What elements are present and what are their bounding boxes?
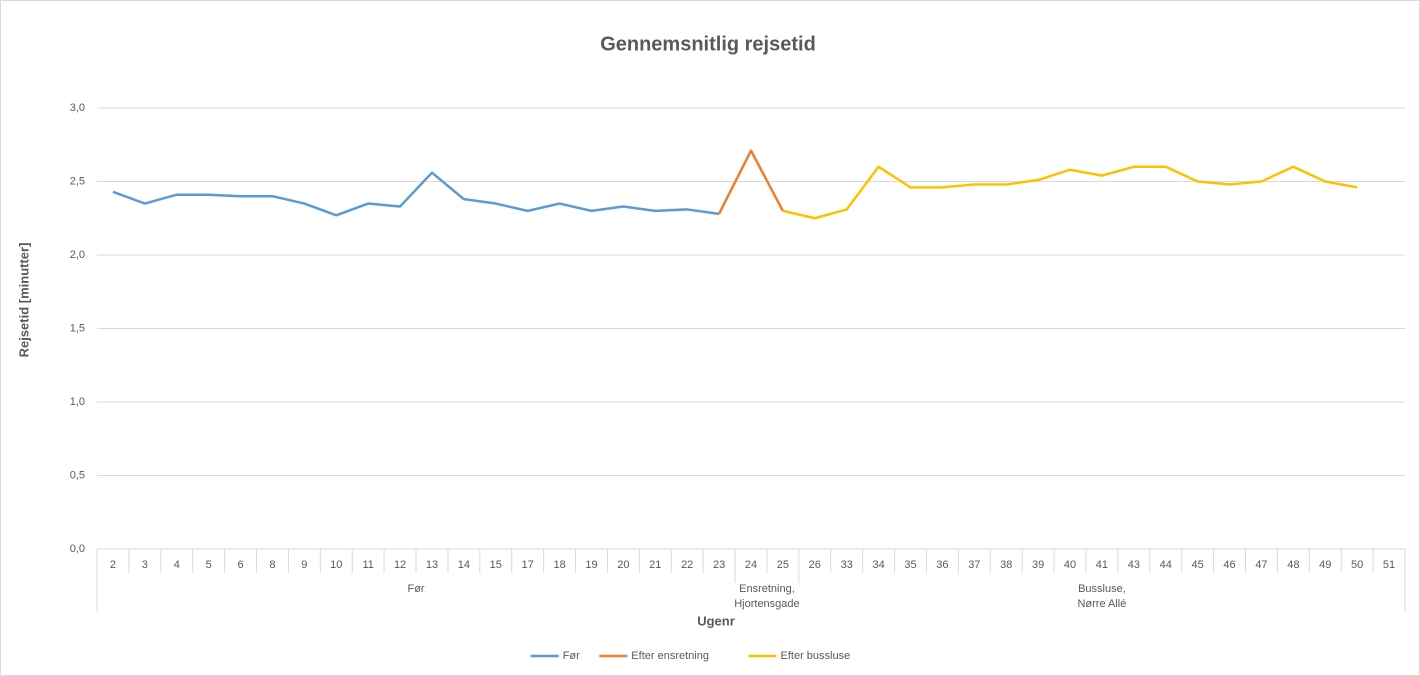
x-tick-label: 41 [1096, 559, 1108, 571]
x-tick-label: 48 [1287, 559, 1299, 571]
x-tick-label: 11 [362, 559, 373, 571]
group-label: Nørre Allé [1077, 598, 1126, 610]
x-tick-label: 38 [1000, 559, 1012, 571]
x-tick-label: 17 [522, 559, 534, 571]
x-tick-label: 4 [174, 559, 180, 571]
x-tick-label: 45 [1192, 559, 1204, 571]
x-tick-label: 2 [110, 559, 116, 571]
y-tick-label: 0,5 [70, 469, 85, 481]
x-tick-label: 40 [1064, 559, 1076, 571]
x-tick-label: 50 [1351, 559, 1363, 571]
y-tick-label: 1,5 [70, 322, 85, 334]
chart-title: Gennemsnitlig rejsetid [600, 33, 816, 55]
series-line [717, 149, 785, 215]
x-tick-label: 6 [237, 559, 243, 571]
x-tick-label: 14 [458, 559, 470, 571]
x-tick-label: 51 [1383, 559, 1395, 571]
x-axis-title: Ugenr [697, 613, 735, 628]
x-tick-label: 49 [1319, 559, 1331, 571]
group-label: Ensretning, [739, 583, 795, 595]
y-axis-title: Rejsetid [minutter] [16, 243, 31, 358]
y-tick-label: 2,0 [70, 249, 85, 261]
x-tick-label: 36 [936, 559, 948, 571]
group-label: Hjortensgade [734, 598, 799, 610]
x-tick-label: 9 [301, 559, 307, 571]
legend-label: Før [563, 650, 580, 662]
x-tick-label: 3 [142, 559, 148, 571]
x-tick-label: 18 [553, 559, 565, 571]
legend-label: Efter ensretning [631, 650, 709, 662]
y-tick-label: 0,0 [70, 543, 85, 555]
x-tick-label: 20 [617, 559, 629, 571]
x-tick-label: 34 [872, 559, 884, 571]
x-tick-label: 37 [968, 559, 980, 571]
group-label: Bussluse, [1078, 583, 1126, 595]
x-tick-label: 46 [1223, 559, 1235, 571]
y-tick-label: 3,0 [70, 102, 85, 114]
x-tick-label: 43 [1128, 559, 1140, 571]
series-line [112, 171, 720, 217]
x-tick-label: 26 [809, 559, 821, 571]
x-tick-label: 10 [330, 559, 342, 571]
x-tick-label: 35 [904, 559, 916, 571]
x-tick-label: 21 [649, 559, 661, 571]
x-tick-label: 44 [1160, 559, 1172, 571]
x-tick-label: 33 [841, 559, 853, 571]
x-tick-label: 23 [713, 559, 725, 571]
x-tick-label: 24 [745, 559, 757, 571]
series-line [782, 165, 1358, 220]
legend-label: Efter bussluse [781, 650, 851, 662]
x-tick-label: 13 [426, 559, 438, 571]
x-tick-label: 39 [1032, 559, 1044, 571]
y-tick-label: 1,0 [70, 396, 85, 408]
x-tick-label: 8 [269, 559, 275, 571]
x-tick-label: 12 [394, 559, 406, 571]
x-tick-label: 19 [585, 559, 597, 571]
x-tick-label: 25 [777, 559, 789, 571]
x-tick-label: 15 [490, 559, 502, 571]
x-tick-label: 47 [1255, 559, 1267, 571]
x-tick-label: 22 [681, 559, 693, 571]
x-tick-label: 5 [206, 559, 212, 571]
group-label: Før [407, 583, 424, 595]
y-tick-label: 2,5 [70, 175, 85, 187]
